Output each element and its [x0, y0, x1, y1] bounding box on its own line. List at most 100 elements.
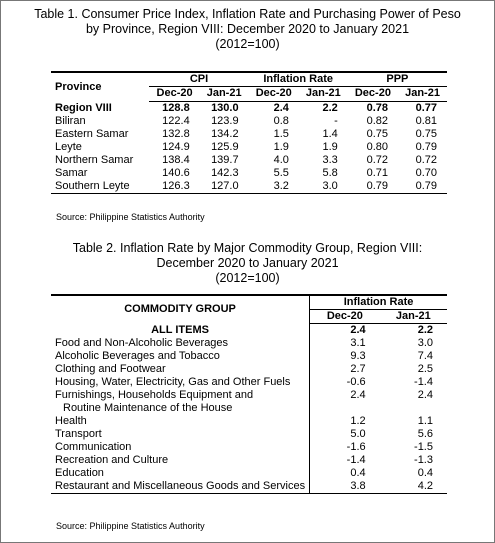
cell-value: 3.3 [322, 154, 338, 166]
group-header: Inflation Rate [248, 72, 348, 87]
period-header: Dec-20 [347, 86, 399, 102]
cell-value: 138.4 [162, 154, 190, 166]
cell-value: 0.81 [415, 115, 437, 127]
cell-value: 2.2 [322, 102, 338, 114]
table1-title: Table 1. Consumer Price Index, Inflation… [1, 7, 494, 52]
label-line: Furnishings, Households Equipment and [55, 389, 254, 401]
cell-value: 2.7 [309, 363, 380, 376]
row-label: Furnishings, Households Equipment and Rou… [51, 389, 310, 415]
cell-value: -1.4 [414, 376, 433, 388]
header-row: Dec-20 Jan-21 [51, 309, 447, 324]
label-line: Food and Non-Alcoholic Beverages [55, 337, 229, 349]
cell-value: 142.3 [211, 167, 239, 179]
label-line: Routine Maintenance of the House [63, 402, 233, 414]
cell-value: 2.2 [417, 324, 433, 336]
row-label: Education [51, 467, 310, 480]
row-label: Health [51, 415, 310, 428]
period-header: Dec-20 [309, 309, 380, 324]
cell-value: 0.4 [417, 467, 433, 479]
cell-value: 0.70 [415, 167, 437, 179]
label-line: Housing, Water, Electricity, Gas and Oth… [55, 376, 291, 388]
row-label: Leyte [55, 141, 82, 153]
data-row: Leyte 124.9 125.9 1.9 1.9 0.80 0.79 [51, 141, 447, 154]
period-header: Dec-20 [248, 86, 299, 102]
data-row: ALL ITEMS 2.4 2.2 [51, 323, 447, 338]
table2: COMMODITY GROUP Inflation Rate Dec-20 Jan-2… [51, 294, 447, 494]
cell-value: 126.3 [162, 180, 190, 192]
cell-value: 0.75 [415, 128, 437, 140]
period-header: Jan-21 [199, 86, 249, 102]
cell-value: 3.1 [309, 337, 380, 350]
cell-value: - [334, 115, 338, 127]
cell-value: 5.8 [322, 167, 338, 179]
cell-value: 0.79 [415, 180, 437, 192]
group-header: PPP [347, 72, 447, 87]
cell-value: -1.5 [414, 441, 433, 453]
row-label: ALL ITEMS [51, 324, 310, 338]
cell-value: 1.1 [417, 415, 433, 427]
cell-value: 4.2 [417, 480, 433, 492]
data-row: Recreation and Culture -1.4 -1.3 [51, 454, 447, 467]
row-label: Housing, Water, Electricity, Gas and Oth… [51, 376, 310, 389]
data-row: Food and Non-Alcoholic Beverages 3.1 3.0 [51, 337, 447, 350]
data-row: Transport 5.0 5.6 [51, 428, 447, 441]
cell-value: 1.2 [309, 415, 380, 428]
data-row: Samar 140.6 142.3 5.5 5.8 0.71 0.70 [51, 167, 447, 180]
cell-value: 2.4 [309, 389, 380, 415]
cell-value: 2.4 [273, 102, 289, 114]
period-header: Dec-20 [149, 86, 200, 102]
row-label: Eastern Samar [55, 128, 129, 140]
period-header: Jan-21 [379, 309, 447, 324]
cell-value: 3.8 [309, 480, 380, 494]
cell-value: 1.4 [322, 128, 338, 140]
cell-value: 5.5 [273, 167, 289, 179]
table2-source: Source: Philippine Statistics Authority [56, 521, 205, 531]
data-row: Alcoholic Beverages and Tobacco 9.3 7.4 [51, 350, 447, 363]
row-label: Northern Samar [55, 154, 134, 166]
row-label: Region VIII [55, 101, 112, 114]
cell-value: 0.72 [366, 154, 389, 166]
cell-value: 123.9 [211, 115, 239, 127]
row-label: Communication [51, 441, 310, 454]
cell-value: -1.3 [414, 454, 433, 466]
row-label: Food and Non-Alcoholic Beverages [51, 337, 310, 350]
cell-value: 125.9 [211, 141, 239, 153]
cell-value: 0.79 [415, 141, 437, 153]
cell-value: 7.4 [417, 350, 433, 362]
cell-value: 0.72 [415, 154, 437, 166]
cell-value: 0.75 [366, 128, 389, 140]
table2-title: Table 2. Inflation Rate by Major Commodi… [1, 241, 494, 286]
data-row: Restaurant and Miscellaneous Goods and S… [51, 480, 447, 494]
row-label: Alcoholic Beverages and Tobacco [51, 350, 310, 363]
data-row: Eastern Samar 132.8 134.2 1.5 1.4 0.75 0.75 [51, 128, 447, 141]
label-line: Alcoholic Beverages and Tobacco [55, 350, 220, 362]
cell-value: 9.3 [309, 350, 380, 363]
cell-value: 0.79 [366, 180, 389, 192]
data-row: Region VIII 128.8 130.0 2.4 2.2 0.78 0.77 [51, 102, 447, 116]
data-row: Northern Samar 138.4 139.7 4.0 3.3 0.72 0.72 [51, 154, 447, 167]
cell-value: 1.5 [273, 128, 289, 140]
row-label: Restaurant and Miscellaneous Goods and S… [51, 480, 310, 494]
label-line: Transport [55, 428, 102, 440]
row-label: Southern Leyte [55, 180, 130, 192]
data-row: Housing, Water, Electricity, Gas and Oth… [51, 376, 447, 389]
column-header: COMMODITY GROUP [124, 303, 236, 316]
title-line: Table 2. Inflation Rate by Major Commodi… [72, 241, 423, 255]
group-header: CPI [149, 72, 249, 87]
table1-source: Source: Philippine Statistics Authority [56, 212, 205, 222]
cell-value: 2.4 [417, 389, 433, 401]
cell-value: -1.6 [309, 441, 380, 454]
data-row: Education 0.4 0.4 [51, 467, 447, 480]
cell-value: 4.0 [273, 154, 289, 166]
label-line: Recreation and Culture [55, 454, 169, 466]
cell-value: 5.6 [417, 428, 433, 440]
row-label: Samar [55, 167, 88, 179]
cell-value: 0.4 [309, 467, 380, 480]
title-line: (2012=100) [215, 37, 280, 51]
cell-value: 124.9 [162, 141, 190, 153]
cell-value: 127.0 [211, 180, 239, 192]
cell-value: 132.8 [162, 128, 190, 140]
row-label: Biliran [55, 115, 86, 127]
title-line: (2012=100) [215, 271, 280, 285]
